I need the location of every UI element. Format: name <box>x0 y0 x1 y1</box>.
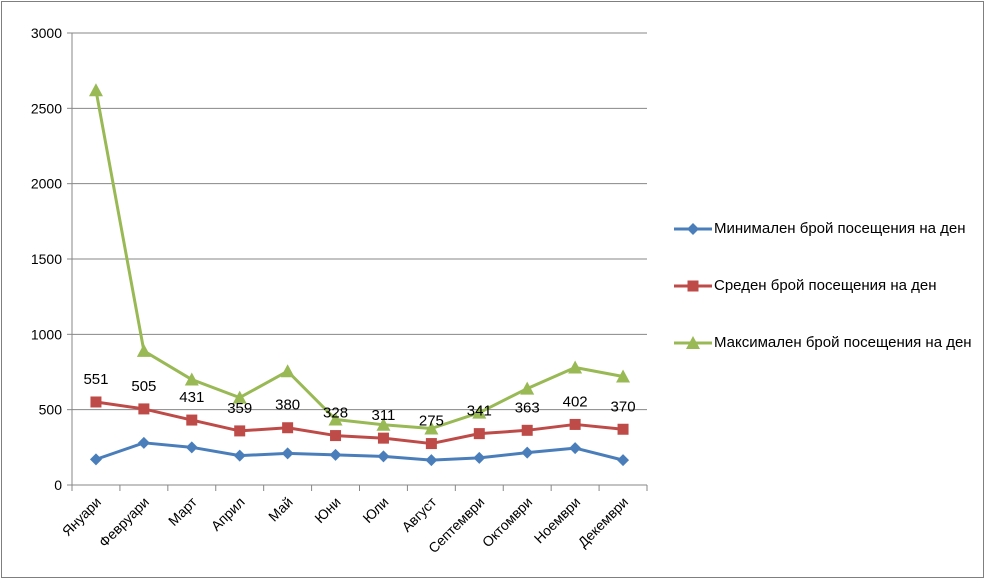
series-line <box>95 441 624 462</box>
y-tick-label: 1500 <box>31 251 62 267</box>
data-point <box>137 436 150 449</box>
data-label: 431 <box>179 389 204 406</box>
data-point <box>521 446 534 459</box>
y-tick-label: 3000 <box>31 25 62 41</box>
data-point <box>282 422 294 434</box>
x-tick-label: Март <box>165 493 200 528</box>
y-tick-label: 0 <box>54 477 62 493</box>
legend-item-avg: Среден брой посещения на ден <box>672 275 982 297</box>
data-point <box>280 364 295 378</box>
legend-item-min: Минимален брой посещения на ден <box>672 218 982 240</box>
data-label: 363 <box>515 399 540 416</box>
data-label: 275 <box>419 413 444 430</box>
data-label: 370 <box>611 398 636 415</box>
data-point <box>569 418 581 430</box>
y-tick-label: 2500 <box>31 100 62 116</box>
data-point <box>138 403 150 415</box>
legend-marker-min <box>672 218 714 238</box>
data-point <box>425 454 438 467</box>
data-point <box>185 441 198 454</box>
y-tick-label: 1000 <box>31 326 62 342</box>
legend-marker-avg <box>672 275 714 295</box>
data-point <box>520 381 535 395</box>
x-tick-label: Декември <box>575 494 632 551</box>
legend-label-max: Максимален брой посещения на ден <box>714 334 972 351</box>
data-point <box>281 447 294 460</box>
x-tick-label: Януари <box>59 494 104 539</box>
data-point <box>472 405 487 419</box>
data-point <box>521 424 533 436</box>
data-label: 311 <box>371 407 395 424</box>
data-point <box>377 450 390 463</box>
data-label: 402 <box>563 393 588 410</box>
data-point <box>473 451 486 464</box>
data-point <box>329 448 342 461</box>
data-point <box>233 449 246 462</box>
y-tick-label: 500 <box>39 402 63 418</box>
data-point <box>234 425 246 437</box>
y-tick-label: 2000 <box>31 176 62 192</box>
x-tick-label: Август <box>398 493 440 535</box>
legend-marker-max <box>672 332 714 352</box>
data-point <box>568 360 583 374</box>
series-line <box>94 89 624 430</box>
data-point <box>88 83 103 97</box>
legend-item-max: Максимален брой посещения на ден <box>672 332 982 354</box>
data-point <box>425 438 437 450</box>
data-label: 359 <box>227 400 252 417</box>
data-label: 551 <box>83 371 108 388</box>
data-point <box>89 453 102 466</box>
x-tick-label: Октомври <box>479 494 535 550</box>
data-point <box>424 421 439 435</box>
data-label: 380 <box>275 397 300 414</box>
legend-label-min: Минимален брой посещения на ден <box>714 220 966 237</box>
data-point <box>186 414 198 426</box>
series-line <box>95 400 624 446</box>
data-point <box>617 423 629 435</box>
x-tick-label: Май <box>265 494 296 525</box>
data-point <box>616 369 631 383</box>
data-label: 328 <box>323 405 348 422</box>
data-point <box>617 454 630 467</box>
data-point <box>136 343 151 357</box>
data-point <box>330 430 342 442</box>
data-point <box>184 372 199 386</box>
data-label: 341 <box>467 403 492 420</box>
data-point <box>377 432 389 444</box>
legend-label-avg: Среден брой посещения на ден <box>714 277 937 294</box>
x-tick-label: Юли <box>359 494 391 526</box>
x-tick-label: Април <box>208 494 248 534</box>
data-point <box>376 417 391 431</box>
x-tick-label: Февруари <box>96 494 152 550</box>
data-label: 505 <box>131 378 156 395</box>
data-point <box>569 442 582 455</box>
data-point <box>328 412 343 426</box>
x-tick-label: Юни <box>311 494 343 526</box>
data-point <box>90 396 102 408</box>
data-point <box>232 390 247 404</box>
data-point <box>473 428 485 440</box>
